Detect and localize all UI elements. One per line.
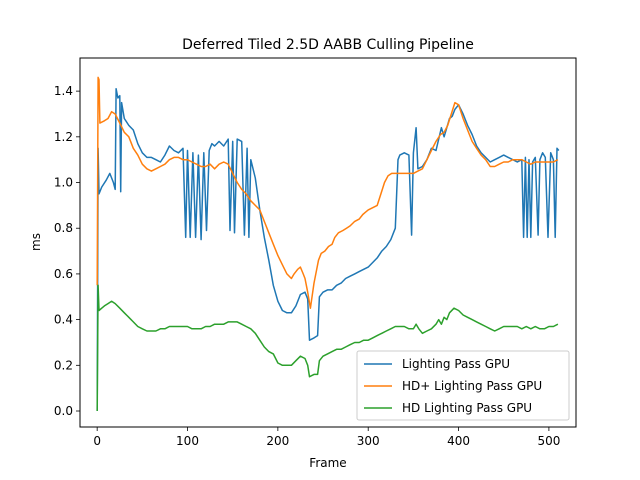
x-tick-label: 200 (266, 434, 289, 448)
plot-frame (79, 57, 577, 428)
y-tick-label: 1.2 (54, 130, 73, 144)
y-axis: 0.0 0.2 0.4 0.6 0.8 1.0 1.2 1.4 (54, 84, 80, 418)
y-tick-label: 0.4 (54, 313, 73, 327)
legend-label-2: HD Lighting Pass GPU (402, 401, 532, 415)
y-tick-label: 1.0 (54, 176, 73, 190)
x-tick-label: 100 (176, 434, 199, 448)
chart-title: Deferred Tiled 2.5D AABB Culling Pipelin… (182, 37, 474, 53)
y-tick-label: 0.2 (54, 358, 73, 372)
y-tick-label: 0.6 (54, 267, 73, 281)
legend-label-0: Lighting Pass GPU (402, 357, 510, 371)
y-axis-title: ms (29, 233, 43, 251)
legend: Lighting Pass GPU HD+ Lighting Pass GPU HD… (356, 350, 570, 421)
legend-label-1: HD+ Lighting Pass GPU (402, 379, 542, 393)
y-tick-label: 0.0 (54, 404, 73, 418)
series-line-1 (96, 76, 559, 309)
x-tick-label: 300 (357, 434, 380, 448)
x-tick-label: 500 (537, 434, 560, 448)
y-tick-label: 0.8 (54, 221, 73, 235)
series-line-0 (96, 88, 560, 412)
legend-box (356, 350, 570, 421)
y-tick-label: 1.4 (54, 84, 73, 98)
x-tick-label: 400 (447, 434, 470, 448)
x-axis: 0 100 200 300 400 500 (93, 427, 560, 448)
x-tick-label: 0 (93, 434, 101, 448)
series-line-2 (96, 284, 559, 412)
x-axis-title: Frame (309, 456, 346, 470)
series-layer (96, 76, 560, 412)
